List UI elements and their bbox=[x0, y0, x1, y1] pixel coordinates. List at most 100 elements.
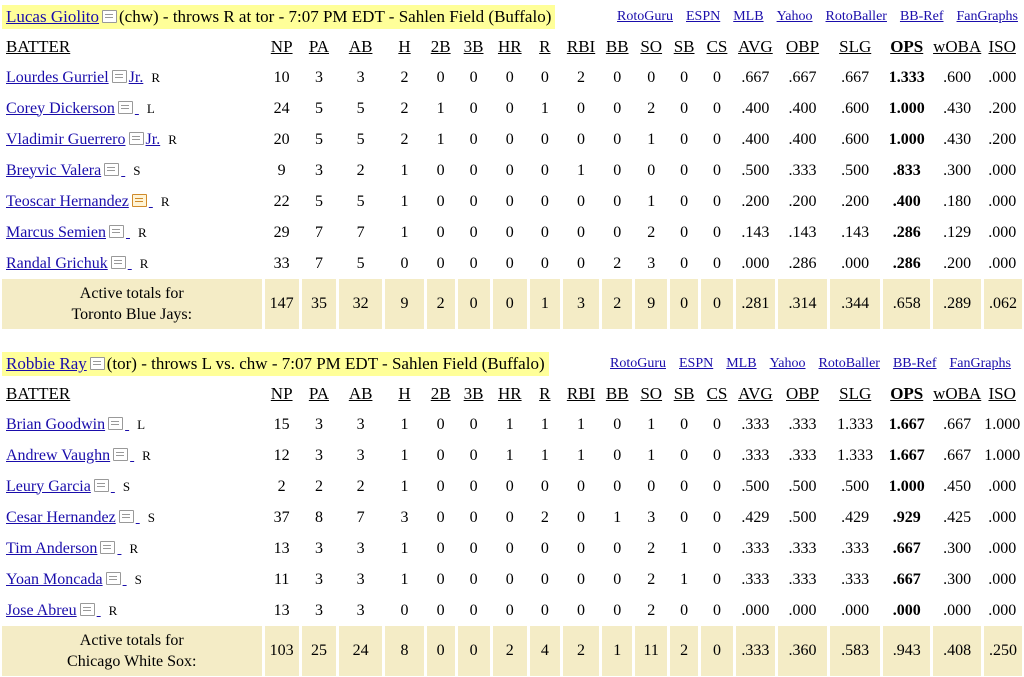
column-header-avg[interactable]: AVG bbox=[738, 383, 773, 403]
notes-icon[interactable] bbox=[93, 478, 109, 492]
link-yahoo[interactable]: Yahoo bbox=[769, 356, 806, 371]
column-header-cs[interactable]: CS bbox=[706, 36, 728, 56]
batter-link[interactable]: Randal Grichuk bbox=[6, 254, 108, 272]
link-bb-ref[interactable]: BB-Ref bbox=[899, 9, 944, 24]
link-fangraphs[interactable]: FanGraphs bbox=[956, 9, 1018, 24]
notes-icon[interactable] bbox=[108, 224, 124, 238]
column-header-hr[interactable]: HR bbox=[497, 383, 522, 403]
column-header-pa[interactable]: PA bbox=[308, 383, 330, 403]
column-header-np[interactable]: NP bbox=[270, 383, 293, 403]
notes-underline-link[interactable] bbox=[135, 100, 139, 117]
pitcher-link[interactable]: Robbie Ray bbox=[6, 354, 87, 373]
notes-icon[interactable] bbox=[79, 602, 95, 616]
column-header-rbi[interactable]: RBI bbox=[566, 383, 596, 403]
batter-link[interactable]: Brian Goodwin bbox=[6, 415, 106, 433]
notes-icon[interactable] bbox=[110, 255, 126, 269]
link-fangraphs[interactable]: FanGraphs bbox=[949, 356, 1011, 371]
column-header-slg[interactable]: SLG bbox=[839, 36, 872, 56]
notes-underline-link[interactable] bbox=[125, 416, 129, 433]
notes-icon[interactable] bbox=[105, 571, 121, 585]
column-header-obp[interactable]: OBP bbox=[786, 36, 820, 56]
notes-icon[interactable] bbox=[108, 416, 124, 430]
column-header-woba[interactable]: wOBA bbox=[933, 383, 982, 403]
notes-underline-link[interactable] bbox=[149, 193, 153, 210]
notes-underline-link[interactable] bbox=[136, 509, 140, 526]
link-rotoballer[interactable]: RotoBaller bbox=[825, 9, 887, 24]
column-header-np[interactable]: NP bbox=[270, 36, 293, 56]
column-header-hr[interactable]: HR bbox=[497, 36, 522, 56]
column-header-h[interactable]: H bbox=[398, 383, 411, 403]
batter-link[interactable]: Leury Garcia bbox=[6, 477, 91, 495]
column-header-ab[interactable]: AB bbox=[348, 383, 373, 403]
notes-underline-link[interactable] bbox=[130, 447, 134, 464]
batter-link[interactable]: Marcus Semien bbox=[6, 223, 106, 241]
column-header-cs[interactable]: CS bbox=[706, 383, 728, 403]
column-header-avg[interactable]: AVG bbox=[738, 36, 773, 56]
column-header-so[interactable]: SO bbox=[640, 383, 663, 403]
column-header-r[interactable]: R bbox=[539, 383, 551, 403]
column-header-obp[interactable]: OBP bbox=[786, 383, 820, 403]
batter-suffix-link[interactable]: Jr. bbox=[128, 68, 144, 86]
column-header-bb[interactable]: BB bbox=[605, 36, 629, 56]
batter-link[interactable]: Andrew Vaughn bbox=[6, 446, 111, 464]
notes-icon[interactable] bbox=[102, 10, 118, 23]
batter-link[interactable]: Cesar Hernandez bbox=[6, 508, 116, 526]
batter-link[interactable]: Teoscar Hernandez bbox=[6, 192, 129, 210]
notes-icon[interactable] bbox=[113, 447, 129, 461]
link-espn[interactable]: ESPN bbox=[686, 9, 721, 24]
notes-underline-link[interactable] bbox=[117, 540, 121, 557]
notes-icon[interactable] bbox=[117, 100, 133, 114]
notes-icon[interactable] bbox=[89, 357, 105, 370]
link-mlb[interactable]: MLB bbox=[726, 356, 757, 371]
link-rotoguru[interactable]: RotoGuru bbox=[617, 9, 673, 24]
notes-icon[interactable] bbox=[128, 131, 144, 145]
notes-icon[interactable] bbox=[100, 540, 116, 554]
column-header-woba[interactable]: wOBA bbox=[933, 36, 982, 56]
column-header-sb[interactable]: SB bbox=[673, 383, 695, 403]
link-rotoballer[interactable]: RotoBaller bbox=[818, 356, 880, 371]
column-header-batter[interactable]: BATTER bbox=[6, 36, 71, 56]
notes-underline-link[interactable] bbox=[123, 571, 127, 588]
column-header-sb[interactable]: SB bbox=[673, 36, 695, 56]
batter-link[interactable]: Jose Abreu bbox=[6, 601, 77, 619]
batter-link[interactable]: Corey Dickerson bbox=[6, 99, 115, 117]
column-header-2b[interactable]: 2B bbox=[430, 36, 451, 56]
notes-underline-link[interactable] bbox=[126, 224, 130, 241]
column-header-iso[interactable]: ISO bbox=[988, 36, 1016, 56]
notes-icon[interactable] bbox=[118, 509, 134, 523]
link-yahoo[interactable]: Yahoo bbox=[776, 9, 813, 24]
batter-link[interactable]: Yoan Moncada bbox=[6, 570, 103, 588]
link-bb-ref[interactable]: BB-Ref bbox=[892, 356, 937, 371]
notes-icon[interactable] bbox=[111, 69, 127, 83]
batter-link[interactable]: Lourdes Gurriel bbox=[6, 68, 109, 86]
column-header-r[interactable]: R bbox=[539, 36, 551, 56]
link-rotoguru[interactable]: RotoGuru bbox=[610, 356, 666, 371]
column-header-ops[interactable]: OPS bbox=[890, 383, 924, 403]
column-header-2b[interactable]: 2B bbox=[430, 383, 451, 403]
column-header-batter[interactable]: BATTER bbox=[6, 383, 71, 403]
column-header-ops[interactable]: OPS bbox=[890, 36, 924, 56]
batter-link[interactable]: Tim Anderson bbox=[6, 539, 98, 557]
notes-underline-link[interactable] bbox=[121, 162, 125, 179]
column-header-3b[interactable]: 3B bbox=[463, 36, 484, 56]
news-note-icon[interactable] bbox=[131, 193, 147, 207]
column-header-pa[interactable]: PA bbox=[308, 36, 330, 56]
link-espn[interactable]: ESPN bbox=[679, 356, 714, 371]
link-mlb[interactable]: MLB bbox=[733, 9, 764, 24]
notes-underline-link[interactable] bbox=[111, 478, 115, 495]
column-header-3b[interactable]: 3B bbox=[463, 383, 484, 403]
notes-underline-link[interactable] bbox=[97, 602, 101, 619]
batter-link[interactable]: Vladimir Guerrero bbox=[6, 130, 126, 148]
notes-underline-link[interactable] bbox=[128, 255, 132, 272]
column-header-rbi[interactable]: RBI bbox=[566, 36, 596, 56]
column-header-ab[interactable]: AB bbox=[348, 36, 373, 56]
column-header-h[interactable]: H bbox=[398, 36, 411, 56]
column-header-so[interactable]: SO bbox=[640, 36, 663, 56]
pitcher-link[interactable]: Lucas Giolito bbox=[6, 7, 100, 26]
column-header-bb[interactable]: BB bbox=[605, 383, 629, 403]
column-header-iso[interactable]: ISO bbox=[988, 383, 1016, 403]
column-header-slg[interactable]: SLG bbox=[839, 383, 872, 403]
batter-suffix-link[interactable]: Jr. bbox=[145, 130, 161, 148]
batter-link[interactable]: Breyvic Valera bbox=[6, 161, 102, 179]
notes-icon[interactable] bbox=[104, 162, 120, 176]
